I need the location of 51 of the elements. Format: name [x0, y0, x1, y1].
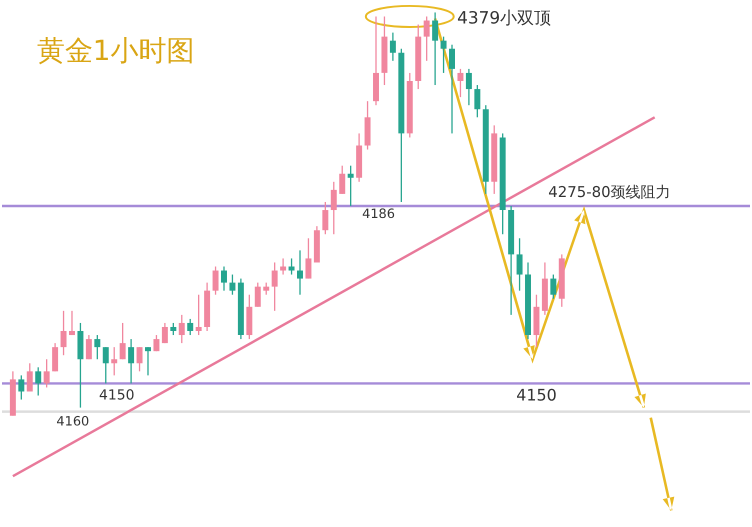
- candlestick: [449, 44, 455, 134]
- candlestick: [94, 334, 100, 360]
- candlestick: [18, 374, 24, 400]
- candlestick: [457, 68, 464, 98]
- candlestick: [288, 258, 295, 276]
- candlestick: [111, 346, 118, 376]
- annotation: 4379小双顶: [457, 7, 552, 28]
- candlestick: [474, 84, 480, 118]
- annotation: 4150: [516, 386, 557, 404]
- candlestick: [102, 346, 109, 384]
- candlestick: [390, 32, 396, 62]
- candlestick: [305, 238, 312, 280]
- candlestick: [516, 238, 523, 292]
- candlestick: [178, 314, 185, 344]
- candlestick: [187, 318, 194, 336]
- candlestick: [128, 338, 134, 384]
- candlestick: [44, 358, 50, 388]
- candlestick: [263, 282, 270, 296]
- candlestick: [424, 16, 430, 62]
- candlestick: [86, 334, 92, 360]
- candlestick: [432, 12, 438, 86]
- annotation: 4160: [56, 414, 90, 430]
- candlestick: [69, 310, 75, 336]
- candlestick: [440, 36, 447, 74]
- candlestick: [145, 346, 151, 376]
- candlestick: [466, 68, 472, 106]
- candlestick: [120, 322, 126, 360]
- candlestick: [26, 362, 33, 392]
- annotation: 4150: [99, 388, 134, 404]
- candlestick: [297, 250, 303, 296]
- candlestick: [280, 258, 286, 276]
- candlestick: [330, 181, 337, 235]
- text: 黄金1小时图: [36, 34, 195, 68]
- candlestick: [35, 366, 42, 396]
- candlestick: [272, 262, 278, 312]
- candlestick: [254, 282, 261, 308]
- candlestick: [229, 274, 236, 296]
- candlestick: [550, 274, 556, 300]
- candlestick: [153, 334, 160, 352]
- ref-line-label: 4275-80颈线阻力: [548, 183, 671, 202]
- candlestick: [162, 322, 168, 344]
- candlestick: [136, 346, 143, 372]
- candlestick: [212, 266, 219, 296]
- candlestick: [196, 294, 202, 336]
- candlestick: [60, 310, 67, 356]
- annotation: 4186: [362, 207, 395, 222]
- candlestick: [322, 201, 328, 235]
- candlestick: [339, 165, 346, 195]
- candlestick: [348, 165, 354, 207]
- candlestick: [170, 322, 176, 336]
- candlestick: [221, 266, 227, 292]
